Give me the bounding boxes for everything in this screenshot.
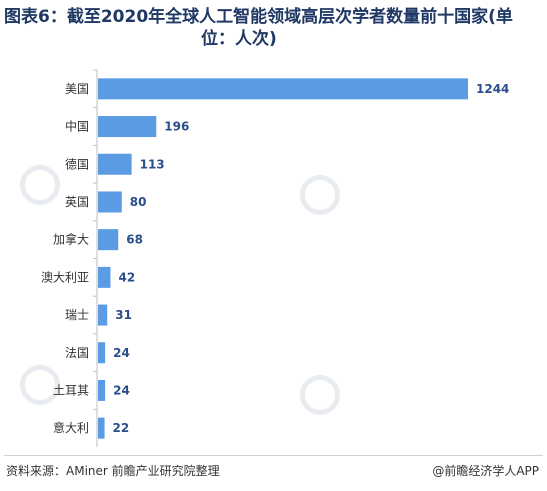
brand-credit: @前瞻经济学人APP <box>432 464 539 478</box>
data-label: 68 <box>126 233 143 247</box>
category-label: 法国 <box>65 346 89 360</box>
category-label: 美国 <box>65 82 89 96</box>
data-label: 24 <box>113 383 130 397</box>
bar-chart: 美国 1244 中国 196 德国 113 英国 80 加拿大 68 澳大利亚 42 瑞士 31 法国 24 土… <box>41 69 509 447</box>
chart-title-line-1: 图表6：截至2020年全球人工智能领域高层次学者数量前十国家(单 <box>4 7 513 27</box>
bar <box>98 417 105 439</box>
category-label: 加拿大 <box>53 232 89 247</box>
bar <box>98 304 108 326</box>
bar <box>98 342 106 364</box>
chart-title: 图表6：截至2020年全球人工智能领域高层次学者数量前十国家(单 位：人次) <box>4 6 544 50</box>
data-label: 113 <box>140 157 165 171</box>
category-label: 英国 <box>65 195 89 209</box>
data-label: 80 <box>130 195 147 209</box>
category-label: 德国 <box>65 156 89 171</box>
bar <box>98 116 157 138</box>
data-label: 22 <box>113 421 130 435</box>
chart-title-line-2: 位：人次) <box>201 29 277 49</box>
data-label: 42 <box>118 270 135 284</box>
bar <box>98 379 106 401</box>
category-label: 意大利 <box>53 420 89 435</box>
bar <box>98 191 122 213</box>
bar <box>98 229 119 251</box>
bar <box>98 153 132 175</box>
data-label: 31 <box>115 308 132 322</box>
bar <box>98 78 468 100</box>
bar <box>98 266 111 288</box>
footer-divider <box>4 455 543 456</box>
source-note: 资料来源：AMiner 前瞻产业研究院整理 <box>6 464 220 478</box>
category-label: 瑞士 <box>65 308 89 322</box>
category-label: 土耳其 <box>53 383 89 397</box>
data-label: 196 <box>164 120 189 134</box>
data-label: 24 <box>113 346 130 360</box>
category-label: 澳大利亚 <box>41 270 89 284</box>
category-label: 中国 <box>65 119 89 134</box>
data-label: 1244 <box>476 82 509 96</box>
